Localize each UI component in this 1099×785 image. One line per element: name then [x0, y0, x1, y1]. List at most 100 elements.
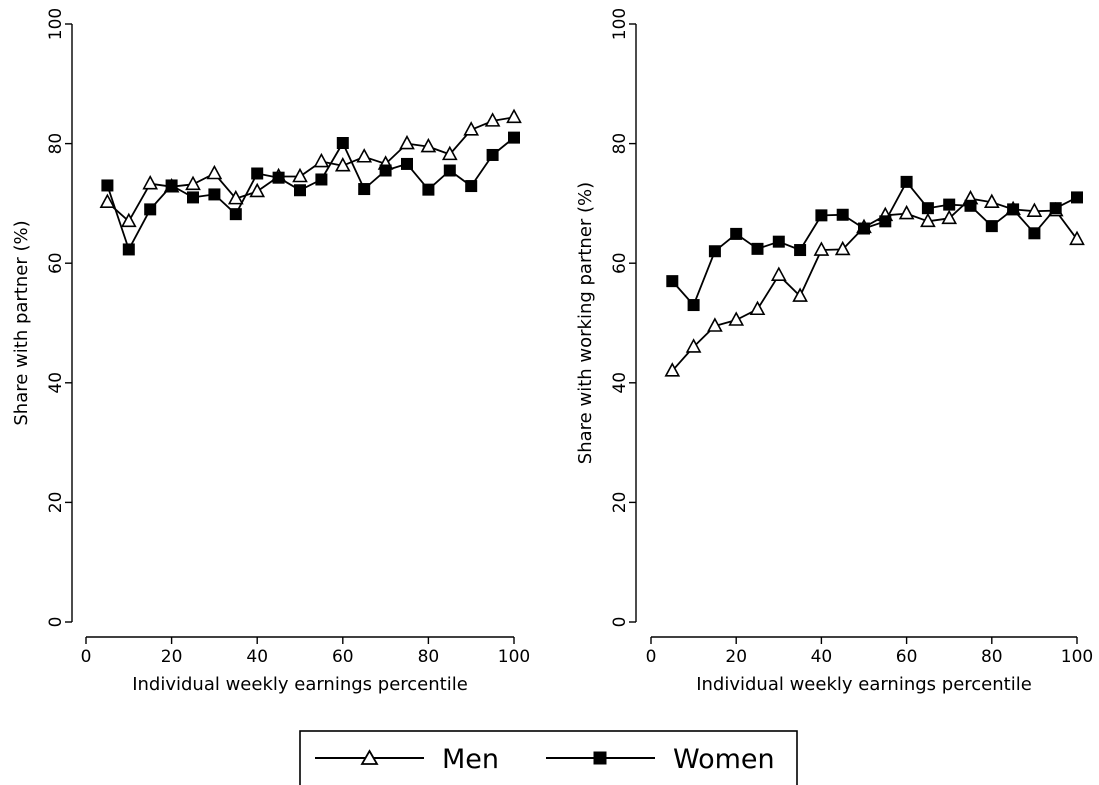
left-point-women [401, 157, 413, 170]
right-point-women [836, 208, 849, 221]
right-point-women [964, 199, 977, 212]
right-x-tick-label: 80 [981, 647, 1003, 667]
left-point-men [292, 167, 308, 183]
left-point-women [486, 148, 499, 161]
right-point-men [1026, 202, 1043, 217]
left-x-axis-title: Individual weekly earnings percentile [132, 674, 468, 695]
right-point-women [1028, 227, 1041, 240]
left-y-tick-label: 40 [46, 372, 66, 394]
right-point-women [985, 220, 998, 233]
right-x-tick-label: 20 [725, 647, 747, 667]
right-point-women [687, 299, 700, 312]
legend-box [299, 730, 798, 785]
right-point-men [770, 266, 787, 281]
left-point-women [465, 180, 478, 193]
left-y-tick-label: 0 [46, 617, 66, 628]
right-y-tick-label: 0 [610, 617, 630, 628]
right-point-women [666, 275, 679, 288]
right-y-axis-title: Share with working partner (%) [575, 182, 596, 464]
right-point-men [749, 300, 766, 316]
legend-men-triangle-icon [360, 749, 379, 765]
left-point-men [506, 108, 522, 124]
right-point-men [792, 287, 808, 302]
legend: Men Women [299, 730, 798, 785]
right-point-women [708, 245, 721, 258]
left-point-men [334, 157, 351, 172]
right-point-men [983, 193, 1000, 209]
left-y-tick-label: 80 [46, 133, 66, 155]
left-point-women [358, 183, 371, 196]
left-point-women [508, 131, 520, 144]
right-point-women [900, 175, 913, 188]
right-point-men [898, 204, 915, 220]
left-point-women [294, 184, 306, 197]
left-point-men [441, 145, 458, 161]
right-x-tick-label: 40 [811, 647, 833, 667]
left-point-women [101, 179, 114, 192]
right-point-women [858, 222, 870, 235]
right-point-men [813, 241, 830, 256]
left-point-men [227, 189, 244, 205]
right-point-women [1049, 202, 1062, 215]
left-point-women [229, 208, 242, 221]
left-y-axis-title: Share with partner (%) [11, 220, 32, 425]
right-point-men [1069, 230, 1085, 246]
right-point-women [921, 202, 934, 215]
left-point-men [120, 212, 137, 228]
left-point-men [206, 164, 223, 180]
right-point-women [879, 215, 892, 228]
right-point-men [728, 311, 745, 326]
legend-women-label: Women [673, 744, 775, 775]
left-point-women [443, 164, 456, 177]
left-point-women [144, 203, 157, 216]
left-y-tick-label: 20 [46, 492, 66, 514]
left-point-men [99, 193, 116, 209]
left-x-tick-label: 100 [498, 647, 530, 667]
left-point-women [122, 243, 135, 256]
left-point-men [142, 174, 159, 190]
right-point-women [751, 242, 764, 255]
right-y-tick-label: 100 [610, 8, 630, 40]
legend-women-square-icon [593, 751, 607, 765]
left-x-tick-label: 40 [246, 647, 268, 667]
left-point-men [484, 112, 501, 127]
left-y-tick-label: 100 [46, 8, 66, 40]
right-x-tick-label: 100 [1061, 647, 1093, 667]
left-point-men [313, 152, 330, 168]
right-point-men [941, 209, 958, 225]
left-x-tick-label: 0 [81, 647, 92, 667]
right-point-women [794, 244, 807, 257]
right-x-tick-label: 60 [896, 647, 918, 667]
left-point-women [165, 179, 178, 192]
right-point-men [685, 338, 702, 353]
right-y-tick-label: 60 [610, 252, 630, 274]
left-point-women [251, 167, 264, 180]
left-x-tick-label: 60 [332, 647, 354, 667]
left-x-tick-label: 80 [418, 647, 440, 667]
left-point-men [356, 148, 373, 163]
right-point-men [707, 317, 723, 332]
right-point-women [943, 198, 956, 211]
right-point-men [920, 212, 936, 228]
right-panel-chart: 0 20 40 60 80 100 0 20 40 60 80 100 Individual weekl… [575, 8, 1093, 695]
right-point-women [815, 209, 828, 222]
left-panel-chart: 0 20 40 60 80 100 0 20 40 60 80 100 Individual weekl… [11, 8, 530, 695]
left-point-men [185, 175, 201, 191]
right-y-tick-label: 80 [610, 133, 630, 155]
right-x-axis-title: Individual weekly earnings percentile [696, 674, 1032, 695]
left-point-men [249, 182, 266, 198]
right-y-tick-label: 40 [610, 372, 630, 394]
right-point-women [1071, 191, 1083, 204]
right-y-tick-label: 20 [610, 492, 630, 514]
left-point-women [379, 164, 392, 177]
right-point-men [834, 240, 851, 256]
left-point-men [399, 134, 415, 150]
left-point-men [463, 121, 480, 136]
right-point-women [730, 227, 743, 240]
right-x-tick-label: 0 [646, 647, 657, 667]
left-point-women [422, 183, 435, 196]
legend-men-label: Men [442, 744, 499, 775]
left-point-women [272, 171, 285, 184]
right-point-women [1007, 203, 1020, 216]
